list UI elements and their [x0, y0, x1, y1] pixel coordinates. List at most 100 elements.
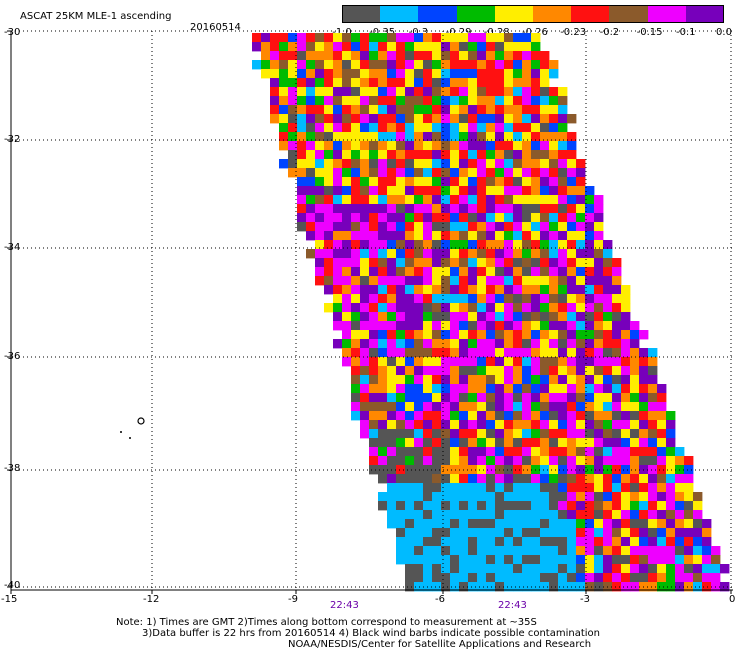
wind-cell	[630, 411, 640, 421]
wind-cell	[504, 159, 514, 169]
wind-cell	[594, 312, 604, 322]
wind-cell	[486, 222, 496, 232]
wind-cell	[531, 168, 541, 178]
wind-cell	[504, 123, 514, 133]
wind-cell	[585, 510, 595, 520]
wind-cell	[486, 159, 496, 169]
wind-cell	[288, 42, 298, 52]
wind-cell	[369, 447, 379, 457]
wind-cell	[666, 546, 676, 556]
wind-cell	[405, 132, 415, 142]
wind-cell	[333, 321, 343, 331]
wind-cell	[513, 393, 523, 403]
wind-cell	[369, 285, 379, 295]
product-title: ASCAT 25KM MLE-1 ascending	[20, 11, 172, 22]
wind-cell	[558, 258, 568, 268]
wind-cell	[459, 411, 469, 421]
wind-cell	[684, 582, 694, 592]
wind-cell	[603, 528, 613, 538]
wind-cell	[333, 204, 343, 214]
wind-cell	[396, 132, 406, 142]
wind-cell	[387, 438, 397, 448]
wind-cell	[324, 249, 334, 259]
wind-cell	[504, 555, 514, 565]
wind-cell	[414, 141, 424, 151]
wind-cell	[504, 528, 514, 538]
wind-cell	[567, 384, 577, 394]
wind-cell	[396, 42, 406, 52]
wind-cell	[432, 114, 442, 124]
wind-cell	[369, 204, 379, 214]
wind-cell	[585, 195, 595, 205]
wind-cell	[558, 267, 568, 277]
wind-cell	[504, 195, 514, 205]
wind-cell	[612, 501, 622, 511]
wind-cell	[702, 582, 712, 592]
wind-cell	[369, 42, 379, 52]
wind-cell	[477, 231, 487, 241]
wind-cell	[288, 114, 298, 124]
wind-cell	[441, 474, 451, 484]
wind-cell	[576, 222, 586, 232]
wind-cell	[585, 564, 595, 574]
wind-cell	[423, 375, 433, 385]
wind-cell	[558, 240, 568, 250]
wind-cell	[558, 537, 568, 547]
lat-label: -40	[4, 580, 21, 591]
lat-label: -34	[4, 242, 21, 253]
wind-cell	[531, 132, 541, 142]
wind-cell	[585, 339, 595, 349]
wind-cell	[567, 276, 577, 286]
wind-cell	[540, 177, 550, 187]
wind-cell	[549, 276, 559, 286]
wind-cell	[576, 231, 586, 241]
wind-cell	[504, 231, 514, 241]
wind-cell	[486, 51, 496, 61]
wind-cell	[612, 402, 622, 412]
wind-cell	[450, 276, 460, 286]
wind-cell	[378, 222, 388, 232]
wind-cell	[450, 150, 460, 160]
wind-cell	[549, 285, 559, 295]
wind-cell	[396, 456, 406, 466]
wind-cell	[450, 177, 460, 187]
wind-cell	[522, 564, 532, 574]
wind-cell	[504, 141, 514, 151]
wind-cell	[567, 501, 577, 511]
wind-cell	[378, 312, 388, 322]
wind-cell	[576, 240, 586, 250]
wind-cell	[558, 483, 568, 493]
wind-cell	[333, 213, 343, 223]
wind-cell	[432, 465, 442, 475]
wind-cell	[432, 150, 442, 160]
wind-cell	[639, 564, 649, 574]
wind-cell	[414, 285, 424, 295]
wind-cell	[423, 492, 433, 502]
wind-cell	[576, 213, 586, 223]
wind-cell	[387, 474, 397, 484]
wind-cell	[486, 303, 496, 313]
wind-cell	[387, 429, 397, 439]
wind-cell	[432, 60, 442, 70]
wind-cell	[369, 249, 379, 259]
wind-cell	[459, 231, 469, 241]
wind-cell	[360, 213, 370, 223]
wind-cell	[702, 546, 712, 556]
wind-cell	[477, 258, 487, 268]
wind-cell	[531, 204, 541, 214]
wind-cell	[513, 42, 523, 52]
wind-cell	[495, 357, 505, 367]
wind-cell	[369, 195, 379, 205]
wind-cell	[657, 537, 667, 547]
wind-cell	[531, 321, 541, 331]
wind-cell	[522, 456, 532, 466]
wind-cell	[387, 96, 397, 106]
wind-cell	[540, 303, 550, 313]
wind-cell	[315, 186, 325, 196]
wind-cell	[324, 60, 334, 70]
wind-cell	[423, 555, 433, 565]
wind-cell	[288, 96, 298, 106]
wind-cell	[693, 546, 703, 556]
product-date: 20160514	[190, 22, 241, 33]
wind-cell	[513, 78, 523, 88]
